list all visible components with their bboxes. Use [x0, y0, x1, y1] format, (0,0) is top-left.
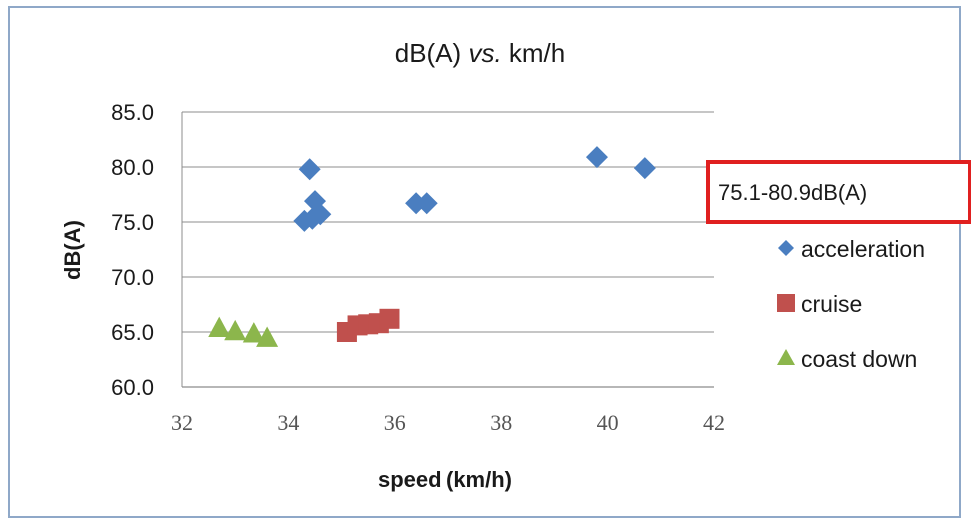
y-tick-label: 85.0 — [111, 100, 154, 125]
data-points — [208, 146, 656, 347]
x-tick-label: 36 — [384, 410, 406, 435]
acceleration-point — [415, 192, 438, 215]
x-tick-label: 42 — [703, 410, 725, 435]
chart-title: dB(A) vs. km/h — [395, 38, 566, 68]
x-tick-label: 38 — [490, 410, 512, 435]
legend: acceleration cruise coast down — [777, 236, 925, 372]
y-tick-label: 70.0 — [111, 265, 154, 290]
annotation-box — [706, 160, 971, 224]
chart-frame — [8, 6, 961, 518]
legend-acceleration-marker — [778, 240, 794, 256]
y-tick-label: 75.0 — [111, 210, 154, 235]
legend-coast-down-label: coast down — [801, 346, 917, 372]
chart-title-part: dB(A) — [395, 38, 469, 68]
coast-down-point — [208, 316, 231, 337]
acceleration-point — [585, 146, 608, 169]
legend-coast-down-marker — [777, 349, 795, 365]
y-axis-label: dB(A) — [60, 220, 85, 280]
acceleration-point — [633, 157, 656, 180]
acceleration-point — [301, 207, 324, 230]
gridlines — [181, 111, 714, 388]
y-tick-label: 65.0 — [111, 320, 154, 345]
chart-title-part: km/h — [502, 38, 566, 68]
legend-cruise-marker — [777, 294, 795, 312]
legend-cruise-label: cruise — [801, 291, 862, 317]
y-tick-labels: 60.0 65.0 70.0 75.0 80.0 85.0 — [111, 100, 154, 400]
x-tick-label: 34 — [277, 410, 299, 435]
x-tick-labels: 32 34 36 38 40 42 — [171, 410, 725, 435]
acceleration-point — [298, 158, 321, 181]
y-tick-label: 60.0 — [111, 375, 154, 400]
coast-down-point — [256, 326, 279, 347]
y-tick-label: 80.0 — [111, 155, 154, 180]
x-tick-label: 40 — [597, 410, 619, 435]
annotation-label: 75.1-80.9dB(A) — [718, 180, 867, 205]
x-axis-label: speed (km/h) — [378, 467, 512, 492]
chart-title-part: vs. — [468, 38, 501, 68]
coast-down-point — [242, 322, 265, 343]
coast-down-point — [224, 319, 247, 341]
cruise-point — [379, 308, 400, 329]
x-tick-label: 32 — [171, 410, 193, 435]
legend-acceleration-label: acceleration — [801, 236, 925, 262]
